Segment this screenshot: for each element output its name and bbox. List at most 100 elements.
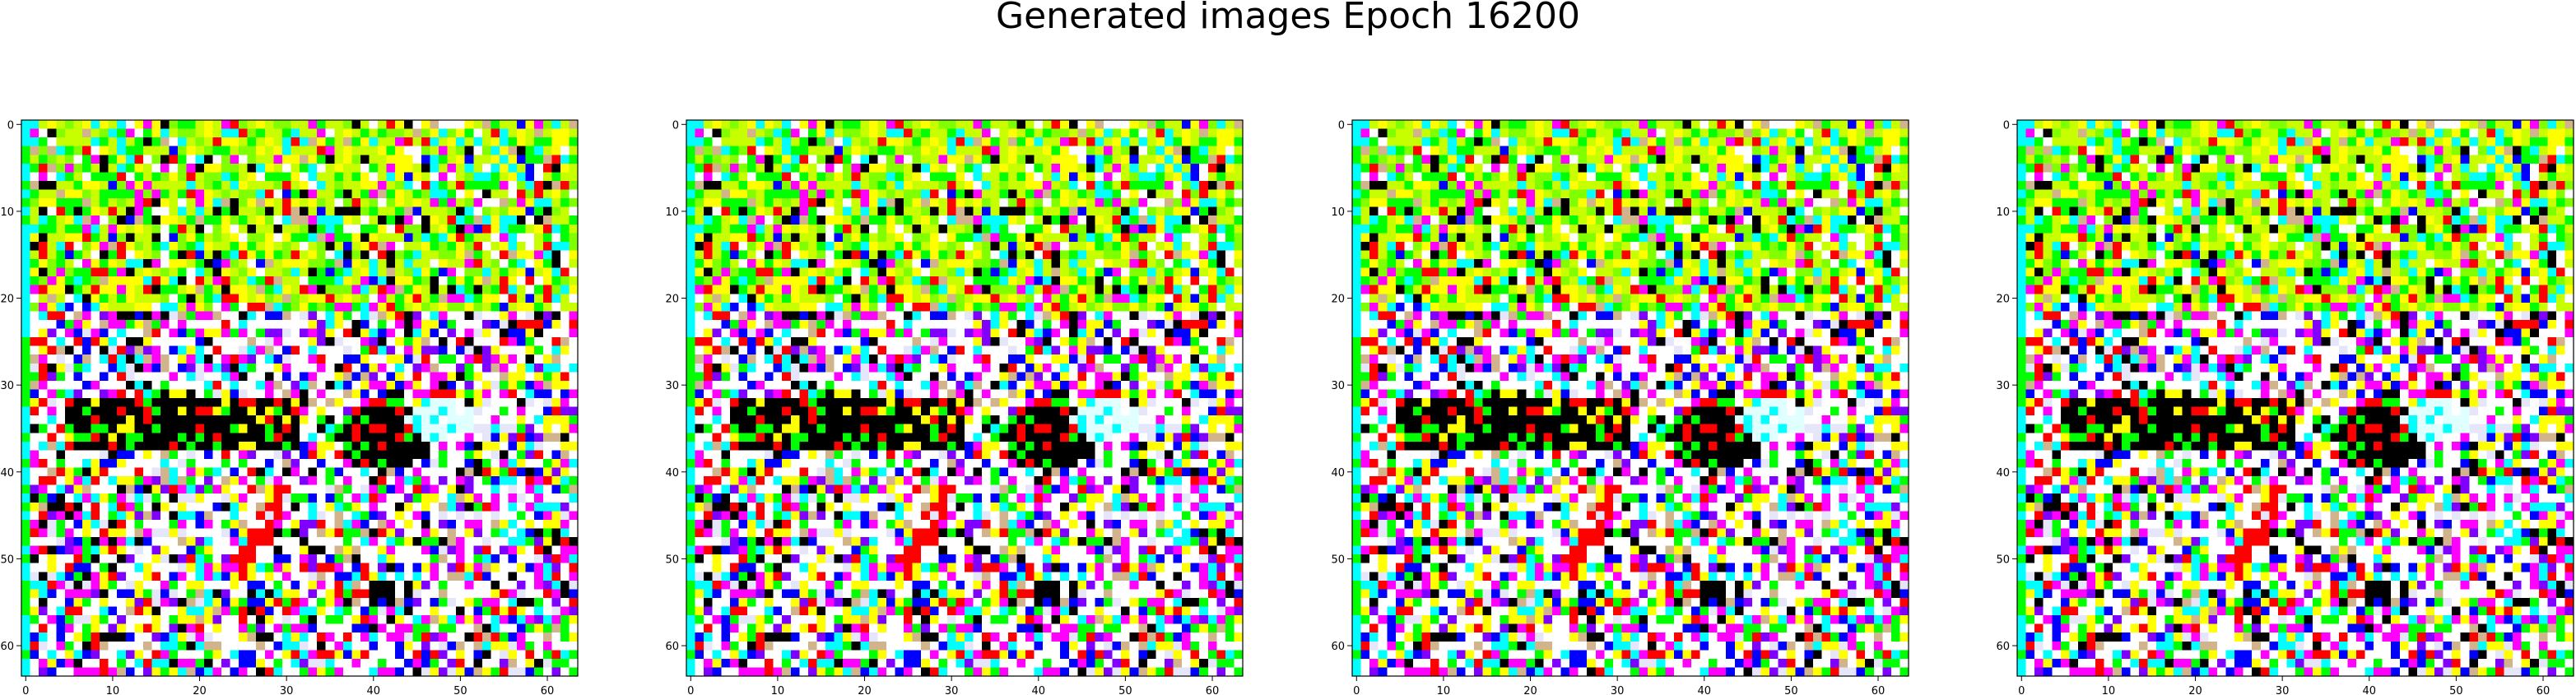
pixel <box>447 528 457 538</box>
pixel <box>525 415 535 424</box>
pixel <box>186 502 196 512</box>
pixel <box>499 589 509 599</box>
pixel <box>403 476 413 485</box>
pixel <box>117 537 127 546</box>
pixel <box>1095 198 1104 207</box>
pixel <box>499 311 509 321</box>
pixel <box>186 285 196 294</box>
pixel <box>464 146 474 155</box>
pixel <box>221 155 230 164</box>
pixel <box>64 658 74 668</box>
pixel <box>447 450 457 460</box>
pixel <box>247 285 257 294</box>
pixel <box>517 120 526 129</box>
pixel <box>300 163 309 173</box>
pixel <box>108 319 118 329</box>
pixel <box>360 155 370 164</box>
pixel <box>403 493 413 503</box>
pixel <box>317 597 326 607</box>
pixel <box>134 554 144 563</box>
pixel <box>369 337 379 346</box>
pixel <box>386 406 396 416</box>
pixel <box>534 146 544 155</box>
pixel <box>421 380 430 390</box>
pixel <box>921 198 931 207</box>
pixel <box>1121 146 1130 155</box>
pixel <box>125 155 135 164</box>
pixel <box>421 180 430 190</box>
pixel <box>256 294 266 303</box>
pixel <box>108 276 118 285</box>
pixel <box>1155 198 1165 207</box>
pixel <box>64 597 74 607</box>
pixel <box>895 163 904 173</box>
pixel <box>712 163 722 173</box>
pixel <box>473 641 483 651</box>
pixel <box>30 372 40 382</box>
pixel <box>773 180 783 190</box>
pixel <box>47 163 57 173</box>
pixel <box>203 345 213 355</box>
pixel <box>39 458 48 468</box>
pixel <box>395 667 405 677</box>
pixel <box>456 180 465 190</box>
pixel <box>1216 180 1226 190</box>
pixel <box>721 224 731 234</box>
pixel <box>378 120 387 129</box>
pixel <box>169 528 179 538</box>
pixel <box>369 198 379 207</box>
pixel <box>21 128 30 138</box>
pixel <box>212 267 222 277</box>
pixel <box>186 128 196 138</box>
pixel <box>481 319 491 329</box>
pixel <box>860 224 870 234</box>
pixel <box>447 206 457 216</box>
pixel <box>281 224 291 234</box>
pixel <box>499 163 509 173</box>
pixel <box>551 476 561 485</box>
pixel <box>386 189 396 199</box>
pixel <box>1095 180 1104 190</box>
pixel <box>560 155 570 164</box>
pixel <box>195 476 205 485</box>
pixel <box>212 433 222 442</box>
pixel <box>281 519 291 529</box>
pixel <box>1016 155 1026 164</box>
pixel <box>91 267 100 277</box>
pixel <box>386 632 396 642</box>
x-tick-label: 60 <box>541 685 555 695</box>
pixel <box>551 319 561 329</box>
pixel <box>360 433 370 442</box>
pixel <box>938 146 948 155</box>
pixel <box>186 250 196 260</box>
pixel <box>256 658 266 668</box>
pixel <box>203 641 213 651</box>
pixel <box>221 467 230 477</box>
pixel <box>868 180 878 190</box>
pixel <box>203 137 213 146</box>
pixel <box>1025 224 1035 234</box>
pixel <box>825 163 835 173</box>
pixel <box>264 563 274 572</box>
pixel <box>178 433 187 442</box>
pixel <box>134 458 144 468</box>
pixel <box>64 493 74 503</box>
pixel <box>56 424 66 433</box>
pixel <box>308 519 318 529</box>
pixel <box>39 667 48 677</box>
pixel <box>117 241 127 251</box>
pixel <box>965 155 974 164</box>
pixel <box>186 137 196 146</box>
pixel <box>430 511 439 521</box>
pixel <box>273 476 283 485</box>
pixel <box>447 276 457 285</box>
pixel <box>125 597 135 607</box>
pixel <box>421 415 430 424</box>
pixel <box>1155 137 1165 146</box>
pixel <box>142 180 152 190</box>
pixel <box>230 433 239 442</box>
pixel <box>395 180 405 190</box>
pixel <box>134 172 144 182</box>
pixel <box>921 180 931 190</box>
pixel <box>456 120 465 129</box>
